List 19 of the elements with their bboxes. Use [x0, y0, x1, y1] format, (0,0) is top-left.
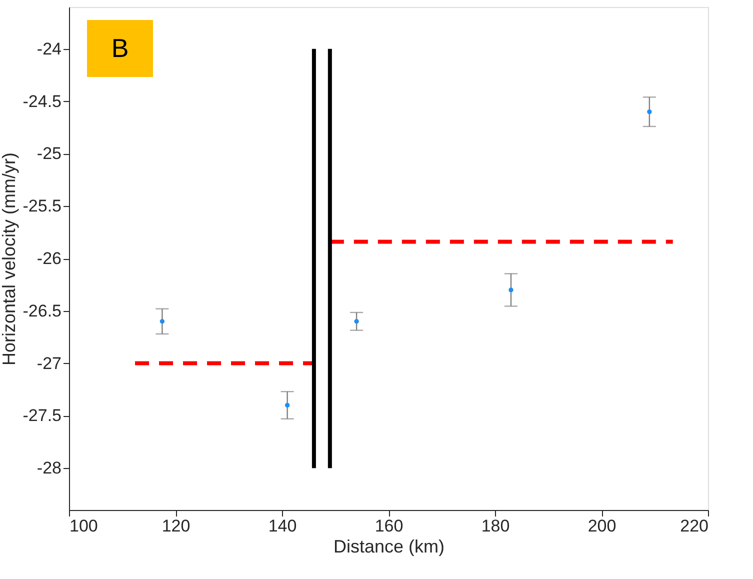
x-tick-label: 140 — [268, 516, 297, 536]
y-tick-label: -27.5 — [22, 406, 62, 426]
y-tick-label: -27 — [36, 354, 62, 373]
y-tick-label: -26 — [36, 249, 62, 268]
x-tick-label: 200 — [588, 516, 616, 536]
x-tick-label: 120 — [162, 516, 190, 536]
y-tick-label: -26.5 — [22, 301, 62, 320]
y-tick-label: -25 — [36, 144, 62, 164]
x-tick-label: 220 — [680, 516, 708, 536]
annotation: B — [111, 33, 129, 63]
x-tick-label: 100 — [70, 516, 98, 536]
x-tick-label: 160 — [374, 516, 404, 536]
y-tick-label: -28 — [36, 458, 62, 478]
y-tick-label: -24 — [36, 39, 62, 58]
x-axis-title: Distance (km) — [333, 536, 445, 556]
y-tick-label: -24.5 — [22, 92, 62, 111]
x-tick-label: 180 — [481, 516, 510, 536]
y-tick-label: -25.5 — [22, 196, 62, 216]
y-axis-title: Horizontal velocity (mm/yr) — [0, 152, 19, 366]
